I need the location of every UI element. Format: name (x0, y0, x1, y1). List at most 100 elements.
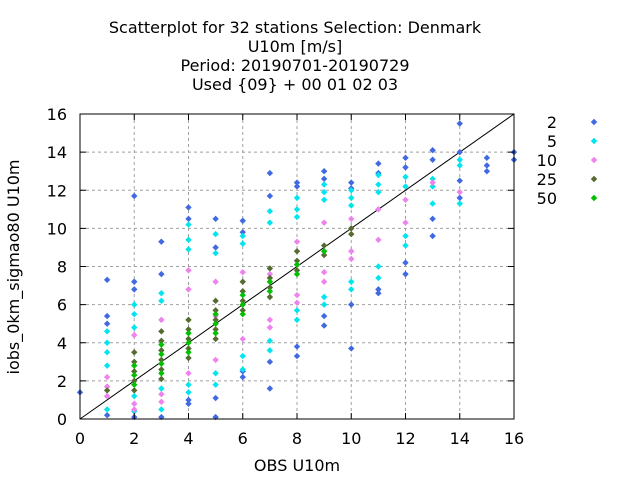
x-axis-label: OBS U10m (254, 456, 340, 475)
legend-marker (590, 194, 598, 202)
data-point (103, 339, 111, 346)
data-point (239, 232, 246, 240)
data-point (456, 177, 463, 184)
data-point (239, 278, 246, 285)
data-point (266, 219, 274, 226)
data-point (185, 370, 192, 377)
data-point (131, 387, 138, 394)
x-tick-label: 14 (450, 429, 470, 448)
data-point (185, 221, 192, 228)
data-point (266, 316, 274, 324)
data-point (456, 188, 463, 196)
data-point (239, 217, 246, 224)
y-tick-label: 2 (57, 372, 67, 391)
y-tick-label: 12 (47, 181, 67, 200)
data-point (158, 328, 165, 335)
data-point (103, 373, 111, 381)
data-point (131, 362, 138, 369)
data-point (375, 263, 382, 270)
data-point (212, 335, 219, 343)
data-point (320, 242, 328, 249)
data-point (239, 301, 246, 308)
data-point (375, 289, 382, 297)
data-point (348, 278, 355, 285)
data-point (266, 192, 274, 200)
data-point (266, 265, 274, 272)
data-point (212, 278, 219, 285)
data-point (185, 316, 192, 324)
data-point (402, 259, 409, 266)
data-point (456, 156, 463, 163)
data-point (131, 400, 138, 407)
data-point (348, 202, 355, 209)
data-point (185, 345, 192, 352)
data-point (320, 278, 328, 285)
data-point (293, 291, 301, 299)
data-point (239, 310, 246, 318)
data-point (103, 328, 111, 335)
data-point (212, 394, 219, 402)
data-point (320, 301, 328, 308)
data-point (131, 286, 138, 293)
data-point (185, 335, 192, 343)
legend-marker (590, 118, 598, 126)
data-point (293, 257, 301, 264)
data-point (103, 320, 111, 327)
data-point (158, 370, 165, 377)
series-50 (131, 248, 328, 388)
data-point (212, 249, 219, 257)
legend-label: 50 (537, 189, 557, 208)
data-point (266, 347, 274, 354)
data-point (212, 307, 219, 314)
data-point (266, 337, 274, 345)
data-point (293, 213, 301, 221)
data-point (348, 255, 355, 263)
data-point (320, 322, 328, 329)
x-tick-label: 10 (341, 429, 361, 448)
data-point (483, 154, 491, 162)
data-point (348, 345, 355, 352)
data-point (239, 269, 246, 276)
data-point (375, 188, 382, 196)
y-tick-label: 6 (57, 296, 67, 315)
data-point (320, 167, 328, 175)
data-point (402, 183, 409, 190)
data-point (239, 297, 246, 305)
data-point (131, 358, 138, 366)
data-point (348, 194, 355, 202)
data-point (158, 350, 165, 358)
data-point (293, 352, 301, 360)
data-point (239, 352, 246, 360)
data-point (185, 215, 192, 223)
data-point (131, 324, 138, 331)
data-point (348, 301, 355, 308)
data-point (131, 192, 138, 200)
data-point (185, 246, 192, 253)
data-point (375, 206, 382, 213)
data-point (158, 289, 165, 297)
data-point (456, 194, 463, 202)
series-5 (103, 156, 463, 415)
data-point (320, 293, 328, 301)
data-point (293, 248, 301, 255)
data-point (158, 406, 165, 413)
data-point (239, 288, 246, 295)
series-25 (103, 225, 355, 394)
y-tick-label: 10 (47, 219, 67, 238)
data-point (103, 392, 111, 400)
data-point (212, 381, 219, 388)
data-point (103, 411, 111, 419)
data-point (320, 269, 328, 276)
data-point (429, 200, 436, 207)
data-point (158, 366, 165, 373)
data-point (402, 242, 409, 249)
data-point (429, 183, 436, 190)
data-point (293, 206, 301, 213)
data-point (158, 347, 165, 354)
data-point (375, 286, 382, 293)
title-line-4: Used {09} + 00 01 02 03 (192, 75, 398, 94)
legend-marker (590, 175, 598, 183)
data-point (266, 274, 274, 282)
data-point (103, 383, 111, 390)
data-point (348, 225, 355, 232)
